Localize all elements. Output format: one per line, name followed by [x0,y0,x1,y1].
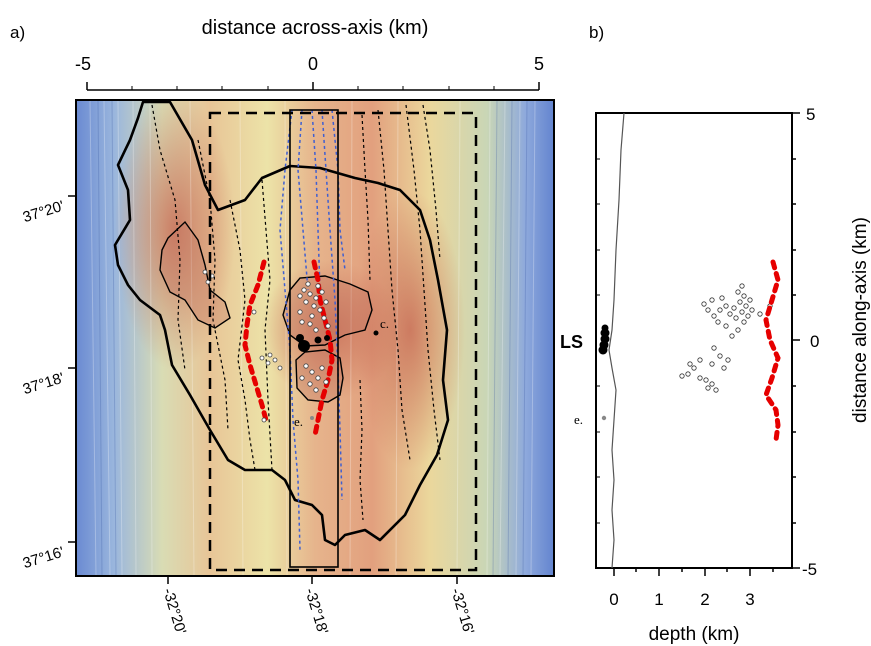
lon-label: -32°18' [301,586,331,636]
panel-a-label: a) [10,23,25,42]
lineament [377,109,411,461]
panel-b-e-label: e. [574,412,583,427]
ls-event [296,334,304,342]
ls-events-projected [598,324,610,355]
depth-left-ticks [596,158,600,524]
top-tick-label: 5 [534,54,544,74]
y-tick-label: -5 [802,560,817,579]
seafloor-profile [608,112,625,569]
lat-label: 37°18' [21,370,66,399]
lineament [405,104,441,461]
map-frame [75,99,555,577]
lineament [197,139,229,431]
outer-contour [113,100,450,547]
blue-lineament [279,109,301,551]
lineament [229,199,256,471]
depth-section [595,112,800,576]
blue-dashed-lineaments [279,109,346,551]
depth-section-frame [595,112,793,569]
lat-label: 37°16' [21,544,66,573]
site-e-label: e. [294,414,303,429]
x-axis-title: depth (km) [649,624,740,645]
ls-event [314,336,322,344]
bathymetry-high-east [355,190,465,470]
hillshade-shadows [97,100,528,576]
melt-lens-center [311,259,335,438]
top-tick-label: -5 [75,54,91,74]
hillshade-lineations [89,100,536,576]
x-tick-label: 2 [700,590,709,609]
lat-label: 37°20' [21,198,66,227]
lon-label: -32°16' [447,586,477,636]
ls-label: LS [560,332,583,352]
y-tick-label: 5 [806,105,815,124]
lineament [151,104,186,371]
lucky-strike-events [296,330,379,420]
depth-bottom-ticks [613,568,774,576]
depth-right-ticks [792,112,800,569]
hypocenters [679,283,773,393]
earthquake-epicenters [202,269,331,423]
melt-lens-outlines [242,259,335,438]
bathymetry-map: c. e. [76,100,554,576]
top-axis-title: distance across-axis (km) [202,17,429,39]
lineament [359,379,364,521]
ls-event [298,340,310,352]
longitude-axis: -32°20' -32°18' -32°16' [159,576,477,636]
site-c-marker [373,330,379,336]
top-tick-label: 0 [308,54,318,74]
study-area-box [208,111,478,572]
site-c-label: c. [380,316,389,331]
blue-lineament [331,109,346,271]
top-axis: -5 0 5 [75,54,544,91]
x-tick-label: 1 [654,590,663,609]
lineament [361,114,371,281]
lon-label: -32°20' [159,586,189,636]
site-e-marker [310,416,314,420]
profile-strip-box [289,109,339,568]
blue-lineament [321,109,343,501]
site-e-projected [601,415,607,421]
y-tick-label: 0 [810,332,819,351]
melt-lens-profile [763,259,781,443]
y-axis-title: distance along-axis (km) [850,217,871,423]
x-tick-label: 0 [609,590,618,609]
ls-event [324,335,330,341]
melt-lens-west [242,259,269,423]
west-high-contour [159,220,231,329]
latitude-axis: 37°20' 37°18' 37°16' [21,195,76,573]
blue-lineament [311,109,321,291]
dashed-lineaments [151,104,441,521]
panel-b-label: b) [589,23,604,42]
x-tick-label: 3 [745,590,754,609]
blue-lineament [297,109,309,291]
